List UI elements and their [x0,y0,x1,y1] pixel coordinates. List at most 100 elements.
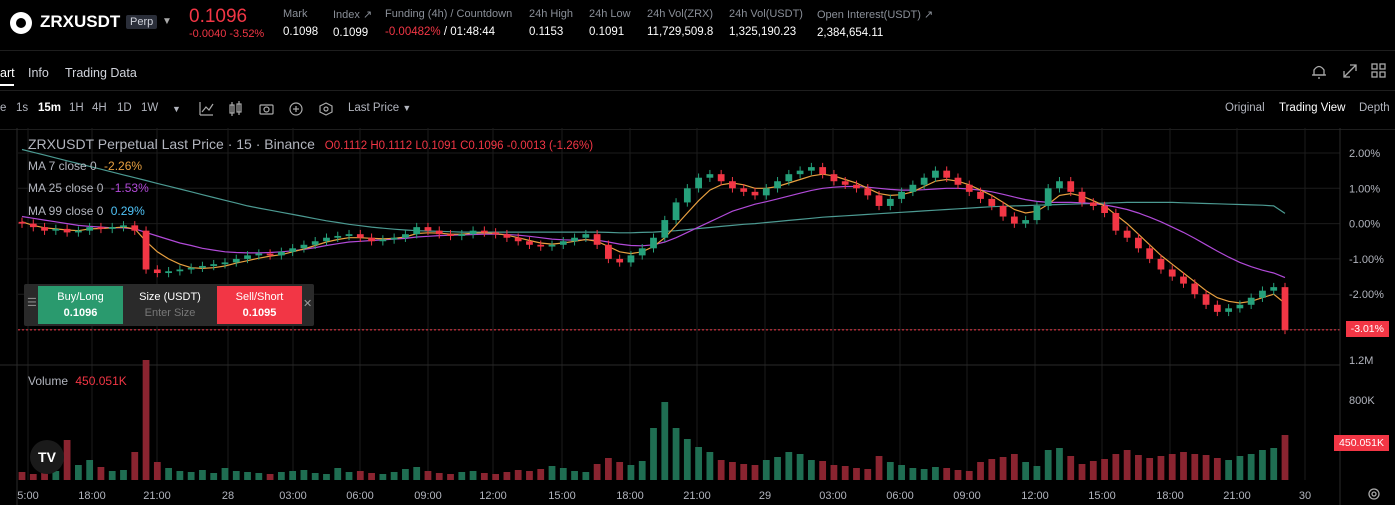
ma99-path [21,148,1286,234]
interval-15m[interactable]: 15m [38,102,62,114]
candle [289,248,297,252]
candle [311,241,319,245]
volume-bar [943,468,951,480]
price-type-select[interactable]: Last Price ▼ [348,102,411,114]
volume-bars [18,360,1289,480]
candle [999,205,1007,217]
volume-bar [740,464,748,480]
ma7-legend[interactable]: MA 7 close 0 -2.26% [28,159,142,173]
bell-icon[interactable] [1312,65,1326,79]
volume-bar [1146,458,1154,480]
volume-bar [593,464,601,480]
interval-time[interactable]: e [0,102,7,114]
volume-bar [1247,454,1255,480]
volume-legend[interactable]: Volume 450.051K [28,374,127,388]
candle [1010,216,1018,224]
stat-index[interactable]: Index ↗ 0.1099 [333,8,372,39]
volume-bar [965,471,973,480]
volume-bar [785,452,793,480]
time-tick-label: 12:00 [1021,490,1049,502]
grid-layout-icon[interactable] [1371,63,1386,78]
candle [796,170,804,175]
tradingview-logo[interactable]: TV [30,440,64,474]
volume-bar [1078,464,1086,480]
view-original[interactable]: Original [1225,102,1265,114]
interval-1s[interactable]: 1s [16,102,29,114]
volume-bar [627,465,635,480]
candle [1123,230,1131,238]
volume-tick-label: 800K [1349,395,1375,407]
time-axis[interactable]: 5:00 18:00 21:00 28 03:00 06:00 09:00 12:00 15:0… [17,490,1311,502]
close-icon[interactable]: ✕ [303,298,313,310]
candle [413,227,421,235]
candle-type-icon[interactable] [229,101,242,116]
view-depth[interactable]: Depth [1359,102,1390,114]
volume-bar [1101,459,1108,480]
candle [695,177,702,189]
current-price-badge: -3.01% [1345,321,1389,337]
interval-4h[interactable]: 4H [92,102,107,114]
candle [740,188,748,192]
stat-24h-vol-zrx: 24h Vol(ZRX) 11,729,509.8 [647,8,713,38]
volume-bar [762,460,770,480]
size-input[interactable]: Size (USDT) Enter Size [124,286,216,324]
add-circle-icon[interactable] [289,102,303,116]
volume-bar [729,462,736,480]
interval-dropdown-icon[interactable]: ▼ [172,104,181,114]
volume-bar [1270,448,1278,480]
settings-hex-icon[interactable] [319,102,333,116]
interval-1w[interactable]: 1W [141,102,159,114]
interval-1d[interactable]: 1D [117,102,132,114]
candle [277,251,285,256]
volume-bar [1180,452,1187,480]
ma99-legend[interactable]: MA 99 close 0 0.29% [28,204,145,218]
volume-tick-label: 1.2M [1349,355,1373,367]
candle [559,241,567,245]
view-trading-view[interactable]: Trading View [1279,102,1346,114]
tab-trading-data[interactable]: Trading Data [65,66,137,80]
time-axis-settings-icon[interactable] [1368,488,1380,500]
price-chart[interactable]: 2.00%1.00%0.00%-1.00%-2.00%-3.00% 1.2M80… [0,128,1395,505]
volume-bar [548,466,556,480]
candle [75,230,82,233]
candle [1180,276,1187,284]
candle [18,221,26,224]
volume-bar [277,472,285,480]
buy-long-button[interactable]: Buy/Long 0.1096 [38,286,123,324]
ticker-bar: ZRXUSDT Perp ▼ 0.1096 -0.0040 -3.52% Mar… [0,0,1395,51]
current-volume-badge: 450.051K [1334,435,1389,451]
time-tick-label: 18:00 [616,490,644,502]
ma7-label: MA 7 close 0 [28,159,97,173]
volume-bar [1202,455,1210,480]
stat-open-interest[interactable]: Open Interest(USDT) ↗ 2,384,654.11 [817,8,933,39]
stat-value: 2,384,654.11 [817,27,884,39]
camera-icon[interactable] [259,104,274,115]
candle [210,264,218,266]
tab-chart[interactable]: art [0,66,15,80]
expand-icon[interactable] [1343,64,1357,78]
drag-handle-icon[interactable]: ☰ [27,297,37,309]
volume-label: Volume [28,374,69,388]
time-tick-label: 21:00 [143,490,171,502]
indicator-icon[interactable] [199,102,214,116]
volume-bar [413,467,421,480]
volume-bar [898,465,905,480]
symbol-dropdown-icon[interactable]: ▼ [162,16,172,27]
tab-active-indicator [0,84,14,86]
volume-bar [232,471,240,480]
candle [52,228,60,231]
symbol-name[interactable]: ZRXUSDT [40,12,121,31]
tab-info[interactable]: Info [28,66,49,80]
sell-label: Sell/Short [235,291,284,303]
sell-short-button[interactable]: Sell/Short 0.1095 [217,286,302,324]
interval-1h[interactable]: 1H [69,102,84,114]
ma25-legend[interactable]: MA 25 close 0 -1.53% [28,181,149,195]
candle [988,198,996,206]
volume-bar [142,360,150,480]
candle [131,225,139,231]
candle [97,227,105,229]
chevron-down-icon: ▼ [402,103,412,113]
candle [41,227,48,231]
stat-value: 1,325,190.23 [729,26,797,38]
volume-bar [1123,450,1131,480]
